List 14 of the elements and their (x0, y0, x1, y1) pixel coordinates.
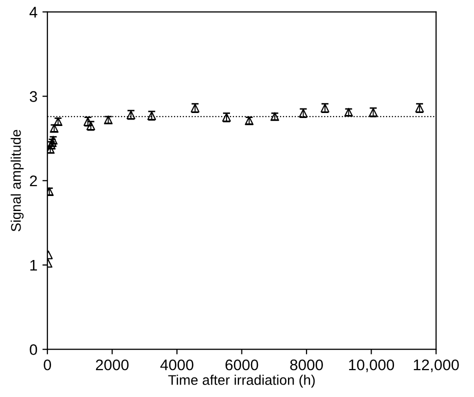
y-tick-label: 4 (30, 6, 38, 18)
y-tick-label: 1 (30, 260, 37, 271)
x-tick-label: 0 (44, 359, 52, 370)
y-tick-label: 3 (30, 91, 38, 102)
x-axis-title: Time after irradiation (h) (168, 374, 315, 388)
x-tick-label: 8000 (290, 359, 323, 370)
x-tick-label: 4000 (160, 359, 194, 370)
y-axis-title: Signal amplitude (10, 130, 24, 232)
x-tick-label: 10,000 (349, 359, 394, 372)
x-tick-label: 6000 (226, 359, 258, 370)
y-tick-label: 2 (30, 176, 37, 186)
x-tick-label: 2000 (96, 359, 129, 370)
x-tick-label: 12,000 (414, 359, 459, 372)
y-tick-label: 0 (30, 344, 38, 356)
